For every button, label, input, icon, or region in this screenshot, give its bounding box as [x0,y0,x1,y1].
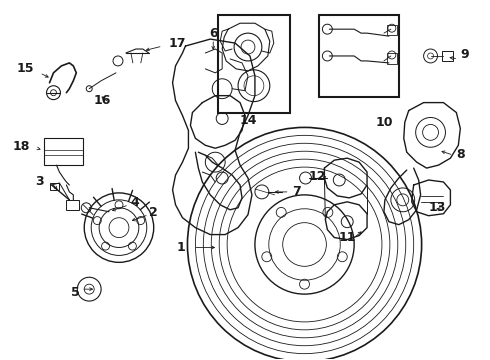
Text: 14: 14 [239,114,257,127]
Bar [218,15,290,113]
Bar [387,53,397,64]
Bar [49,183,59,190]
Text: 18: 18 [12,140,30,153]
Text: 12: 12 [309,170,326,183]
Text: 13: 13 [428,201,445,214]
Text: 3: 3 [35,175,44,189]
Text: 6: 6 [209,27,218,40]
Text: 16: 16 [94,94,111,107]
Bar [44,138,83,165]
Bar [387,25,397,35]
Text: 4: 4 [131,196,140,209]
Text: 2: 2 [149,206,157,219]
Bar [66,200,79,210]
Text: 10: 10 [375,116,392,129]
Text: 1: 1 [177,241,185,254]
Text: 17: 17 [169,37,186,50]
Text: 7: 7 [292,185,300,198]
Text: 5: 5 [71,285,79,299]
Bar [319,15,399,96]
Text: 15: 15 [16,62,34,75]
Text: 11: 11 [339,231,356,244]
Bar [442,51,453,61]
Text: 9: 9 [460,49,469,62]
Text: 8: 8 [456,148,465,161]
